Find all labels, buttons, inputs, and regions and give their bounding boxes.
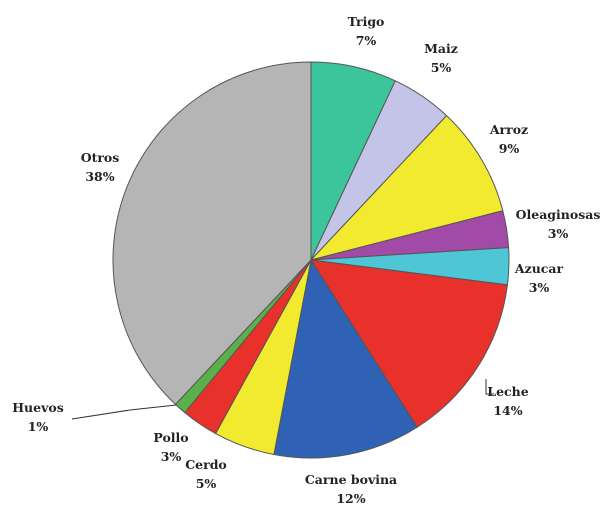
slice-label-azucar: Azucar — [514, 261, 564, 276]
pie-slices — [112, 61, 510, 459]
pie-slice-arroz — [310, 115, 504, 261]
pie-slice-otros — [112, 61, 312, 405]
leader-lines — [71, 379, 494, 420]
pie-slice-carne-bovina — [273, 259, 418, 459]
slice-value-label-trigo: 7% — [356, 33, 377, 48]
slice-label-leche: Leche — [487, 384, 528, 399]
pie-slice-leche — [310, 259, 508, 428]
slice-label-huevos: Huevos — [12, 400, 64, 415]
slice-label-oleaginosas: Oleaginosas — [516, 207, 601, 222]
slice-label-otros: Otros — [81, 150, 120, 165]
leader-line-huevos — [71, 404, 177, 420]
slice-value-label-carne-bovina: 12% — [336, 491, 365, 506]
slice-label-cerdo: Cerdo — [185, 457, 227, 472]
slice-label-trigo: Trigo — [348, 14, 385, 29]
slice-value-label-arroz: 9% — [499, 141, 520, 156]
slice-value-label-huevos: 1% — [28, 419, 49, 434]
slice-value-label-cerdo: 5% — [196, 476, 217, 491]
slice-value-label-oleaginosas: 3% — [548, 226, 569, 241]
slice-labels: Trigo 7% Maiz 5% Arroz 9% Oleaginosas 3% Azucar 3… — [12, 14, 600, 506]
slice-label-arroz: Arroz — [489, 122, 528, 137]
leader-line-leche — [485, 379, 494, 395]
slice-value-label-pollo: 3% — [161, 449, 182, 464]
slice-value-label-otros: 38% — [85, 169, 114, 184]
slice-value-label-leche: 14% — [493, 403, 522, 418]
slice-label-carne-bovina: Carne bovina — [305, 472, 397, 487]
slice-label-maiz: Maiz — [424, 41, 458, 56]
slice-label-pollo: Pollo — [153, 430, 188, 445]
slice-value-label-maiz: 5% — [431, 60, 452, 75]
slice-value-label-azucar: 3% — [529, 280, 550, 295]
